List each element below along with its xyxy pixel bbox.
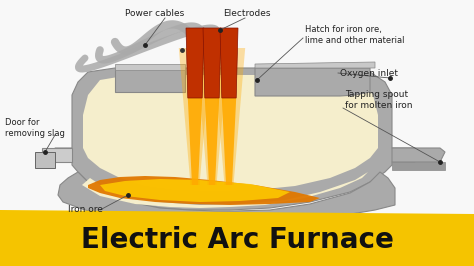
- Polygon shape: [115, 64, 185, 70]
- Polygon shape: [205, 98, 219, 185]
- Polygon shape: [88, 176, 320, 205]
- Polygon shape: [203, 28, 221, 98]
- Polygon shape: [186, 28, 204, 98]
- Polygon shape: [83, 75, 378, 191]
- Polygon shape: [213, 48, 245, 185]
- Text: Power cables: Power cables: [126, 9, 185, 18]
- Text: Electric Arc Furnace: Electric Arc Furnace: [81, 226, 393, 254]
- Polygon shape: [196, 48, 228, 185]
- Polygon shape: [392, 162, 445, 170]
- Polygon shape: [115, 68, 185, 92]
- Text: Oxygen inlet: Oxygen inlet: [340, 69, 398, 77]
- Polygon shape: [255, 68, 370, 96]
- Polygon shape: [220, 28, 238, 98]
- Polygon shape: [188, 98, 202, 185]
- Polygon shape: [392, 148, 445, 162]
- Polygon shape: [42, 148, 72, 162]
- Polygon shape: [35, 152, 55, 168]
- Text: Door for
removing slag: Door for removing slag: [5, 118, 65, 138]
- Text: Iron ore: Iron ore: [68, 206, 103, 214]
- Polygon shape: [179, 48, 211, 185]
- Polygon shape: [100, 179, 290, 202]
- Polygon shape: [255, 62, 375, 68]
- Text: Tapping spout
for molten iron: Tapping spout for molten iron: [345, 90, 412, 110]
- Polygon shape: [82, 172, 368, 208]
- Polygon shape: [55, 68, 415, 210]
- Polygon shape: [222, 98, 236, 185]
- Text: Hatch for iron ore,
lime and other material: Hatch for iron ore, lime and other mater…: [305, 25, 404, 45]
- Polygon shape: [58, 172, 395, 224]
- Polygon shape: [0, 210, 474, 266]
- Text: Electrodes: Electrodes: [223, 9, 271, 18]
